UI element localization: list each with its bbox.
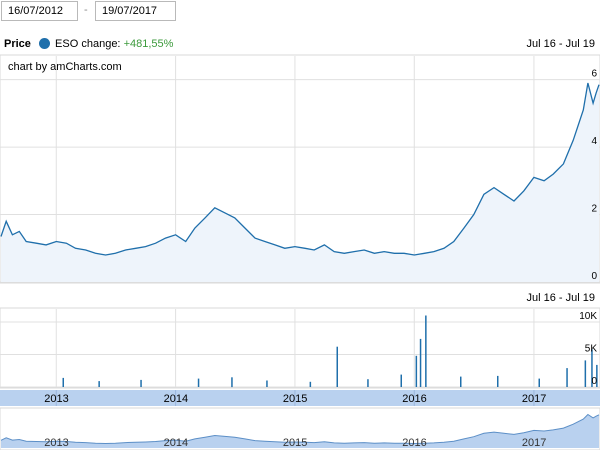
volume-bars: [62, 315, 598, 388]
period-label-volume: Jul 16 - Jul 19: [526, 292, 595, 304]
volume-bar[interactable]: [415, 355, 418, 387]
series-marker-icon[interactable]: [38, 38, 50, 49]
volume-bar[interactable]: [596, 364, 598, 387]
volume-bar[interactable]: [336, 346, 339, 387]
volume-tick-label: 10K: [579, 311, 597, 322]
scrollbar-year-label: 2016: [402, 437, 426, 449]
volume-bar[interactable]: [460, 376, 462, 387]
volume-bar[interactable]: [538, 378, 541, 387]
period-label-price: Jul 16 - Jul 19: [526, 38, 595, 50]
panel-label: Price: [4, 38, 31, 50]
year-label: 2014: [164, 393, 188, 405]
volume-bar[interactable]: [309, 381, 312, 387]
volume-bar[interactable]: [231, 377, 233, 388]
year-label: 2015: [283, 393, 307, 405]
volume-grid: [0, 309, 600, 388]
price-axis: 0 2 4 6: [591, 69, 597, 282]
price-line[interactable]: [0, 82, 600, 256]
volume-bar[interactable]: [419, 338, 422, 387]
legend: Price ESO change: +481,55%: [4, 38, 173, 50]
volume-bar[interactable]: [197, 378, 200, 387]
volume-bar[interactable]: [98, 381, 100, 387]
volume-bar[interactable]: [584, 360, 587, 387]
volume-axis: 0 5K 10K: [579, 311, 597, 387]
volume-bar[interactable]: [140, 379, 142, 387]
price-tick-label: 2: [591, 204, 597, 215]
scrollbar-year-label: 2017: [522, 437, 546, 449]
year-label: 2016: [402, 393, 426, 405]
from-date-input[interactable]: [1, 1, 78, 21]
chart-credit[interactable]: chart by amCharts.com: [8, 61, 122, 73]
date-separator: -: [84, 4, 88, 16]
scrollbar-year-label: 2014: [164, 437, 188, 449]
price-tick-label: 6: [591, 69, 597, 80]
scrollbar-area: [1, 414, 599, 448]
scrollbar-year-label: 2015: [283, 437, 307, 449]
volume-bar[interactable]: [566, 368, 568, 387]
scrollbar-year-labels: 2013 2014 2015 2016 2017: [44, 437, 546, 449]
volume-bar[interactable]: [591, 349, 593, 387]
price-tick-label: 0: [591, 271, 597, 282]
year-label: 2017: [522, 393, 546, 405]
volume-panel-frame: [0, 307, 600, 389]
year-labels: 2013 2014 2015 2016 2017: [44, 390, 546, 406]
volume-tick-label: 0: [591, 376, 597, 387]
to-date-input[interactable]: [95, 1, 176, 21]
change-label: change:: [81, 38, 121, 50]
category-axis-band: [0, 390, 600, 406]
year-label: 2013: [44, 393, 68, 405]
series-name[interactable]: ESO: [55, 38, 79, 50]
scrollbar-year-label: 2013: [44, 437, 68, 449]
volume-bar[interactable]: [400, 374, 403, 387]
volume-bar[interactable]: [497, 375, 499, 387]
price-area: [1, 83, 599, 282]
price-panel-frame: [0, 54, 600, 284]
change-value: +481,55%: [123, 38, 174, 50]
volume-bar[interactable]: [62, 377, 65, 387]
volume-tick-label: 5K: [585, 344, 598, 355]
volume-bar[interactable]: [367, 379, 369, 387]
volume-bar[interactable]: [425, 315, 427, 388]
price-tick-label: 4: [591, 136, 597, 147]
scrollbar-line: [0, 413, 600, 445]
volume-bar[interactable]: [266, 380, 268, 388]
